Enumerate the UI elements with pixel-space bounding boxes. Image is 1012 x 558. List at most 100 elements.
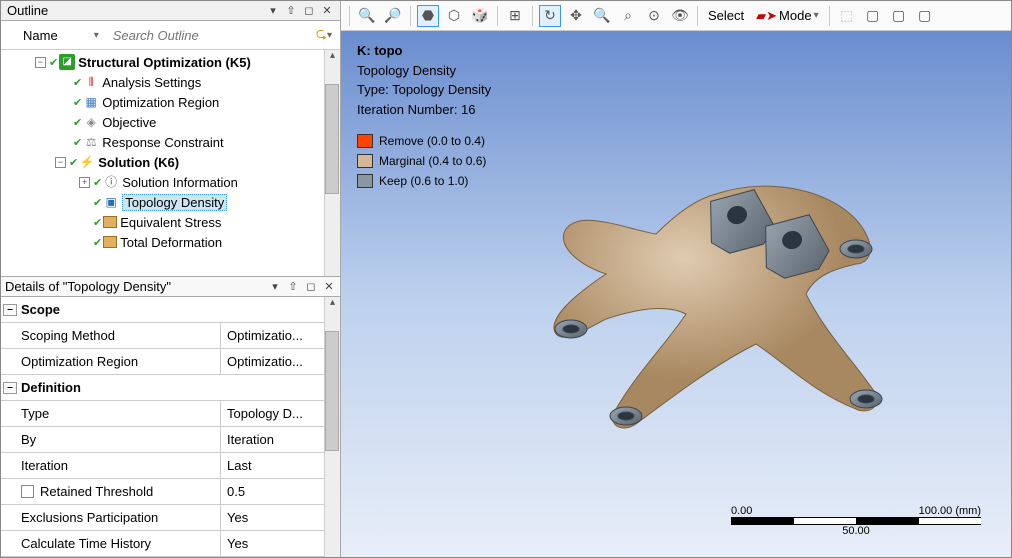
model-render xyxy=(516,134,916,454)
tree-solution[interactable]: − ✔ ⚡ Solution (K6) xyxy=(7,152,340,172)
tree-item[interactable]: ✔Total Deformation xyxy=(7,232,340,252)
tree-item[interactable]: ✔⚖Response Constraint xyxy=(7,132,340,152)
fit-icon[interactable]: ⊙ xyxy=(643,5,665,27)
property-row[interactable]: IterationLast xyxy=(1,453,324,479)
check-icon: ✔ xyxy=(69,156,78,169)
check-icon: ✔ xyxy=(73,96,82,109)
deform-icon xyxy=(103,236,117,248)
pin-icon[interactable]: ⇧ xyxy=(284,4,298,18)
check-icon: ✔ xyxy=(49,56,58,69)
property-row[interactable]: Retained Threshold0.5 xyxy=(1,479,324,505)
pan-icon[interactable]: ✥ xyxy=(565,5,587,27)
view-front-icon[interactable]: ▢ xyxy=(862,5,884,27)
optimization-icon: ◪ xyxy=(59,54,75,70)
dropdown-icon[interactable]: ▾ xyxy=(266,4,280,18)
legend-swatch xyxy=(357,134,373,148)
viewport-toolbar: 🔍 🔎 ⬣ ⬡ 🎲 ⊞ ↻ ✥ 🔍 ⌕ ⊙ 👁 Select ▰➤Mode▾ ⬚… xyxy=(341,1,1011,31)
settings-icon: ⦀ xyxy=(83,74,99,90)
chevron-down-icon: ▾ xyxy=(814,10,819,21)
chevron-down-icon: ▾ xyxy=(94,30,99,41)
collapse-icon[interactable]: − xyxy=(35,57,46,68)
pin-icon[interactable]: ⇧ xyxy=(286,280,300,294)
search-input[interactable] xyxy=(111,26,312,45)
legend-row: Marginal (0.4 to 0.6) xyxy=(357,151,486,171)
tree-item[interactable]: ✔◈Objective xyxy=(7,112,340,132)
tree-item[interactable]: ✔Equivalent Stress xyxy=(7,212,340,232)
property-row[interactable]: Scoping MethodOptimizatio... xyxy=(1,323,324,349)
scroll-thumb[interactable] xyxy=(325,331,339,451)
close-icon[interactable]: ✕ xyxy=(322,280,336,294)
tree-item-selected[interactable]: ✔▣Topology Density xyxy=(7,192,340,212)
scroll-thumb[interactable] xyxy=(325,84,339,194)
cursor-icon: ▰➤ xyxy=(756,8,777,24)
details-title: Details of "Topology Density" xyxy=(5,279,268,294)
zoom-icon[interactable]: 🔍 xyxy=(591,5,613,27)
check-icon: ✔ xyxy=(93,216,102,229)
check-icon: ✔ xyxy=(93,176,102,189)
category-row[interactable]: –Scope xyxy=(1,297,324,323)
separator xyxy=(410,6,411,26)
legend-row: Keep (0.6 to 1.0) xyxy=(357,171,486,191)
look-icon[interactable]: 👁 xyxy=(669,5,691,27)
check-icon: ✔ xyxy=(73,116,82,129)
properties-grid: –Scope Scoping MethodOptimizatio... Opti… xyxy=(1,297,324,557)
result-type: Type: Topology Density xyxy=(357,80,491,100)
dropdown-icon[interactable]: ▾ xyxy=(268,280,282,294)
zoom-out-icon[interactable]: 🔎 xyxy=(382,5,404,27)
collapse-icon[interactable]: – xyxy=(3,304,17,316)
property-row[interactable]: Exclusions ParticipationYes xyxy=(1,505,324,531)
scroll-up-icon[interactable]: ▴ xyxy=(325,297,340,313)
zoom-in-icon[interactable]: 🔍 xyxy=(356,5,378,27)
tree-root[interactable]: − ✔ ◪ Structural Optimization (K5) xyxy=(7,52,340,72)
random-icon[interactable]: 🎲 xyxy=(469,5,491,27)
checkbox[interactable] xyxy=(21,485,34,498)
box-zoom-icon[interactable]: ⌕ xyxy=(617,5,639,27)
scale-bar: 0.00100.00 (mm) 50.00 xyxy=(731,505,981,537)
view-top-icon[interactable]: ▢ xyxy=(914,5,936,27)
view-iso-icon[interactable]: ⬚ xyxy=(836,5,858,27)
explode-icon[interactable]: ⊞ xyxy=(504,5,526,27)
legend: Remove (0.0 to 0.4) Marginal (0.4 to 0.6… xyxy=(357,131,486,191)
name-field[interactable]: Name▾ xyxy=(5,26,111,45)
shade-icon[interactable]: ⬣ xyxy=(417,5,439,27)
separator xyxy=(497,6,498,26)
wireframe-icon[interactable]: ⬡ xyxy=(443,5,465,27)
dock-icon[interactable]: ◻ xyxy=(302,4,316,18)
property-row[interactable]: Calculate Time HistoryYes xyxy=(1,531,324,557)
dock-icon[interactable]: ◻ xyxy=(304,280,318,294)
separator xyxy=(697,6,698,26)
tree-scrollbar[interactable]: ▴ xyxy=(324,50,340,276)
separator xyxy=(829,6,830,26)
solution-icon: ⚡ xyxy=(79,154,95,170)
property-row[interactable]: ByIteration xyxy=(1,427,324,453)
outline-header: Outline ▾ ⇧ ◻ ✕ xyxy=(1,1,340,21)
viewport[interactable]: K: topo Topology Density Type: Topology … xyxy=(341,31,1011,557)
collapse-icon[interactable]: − xyxy=(55,157,66,168)
property-row[interactable]: TypeTopology D... xyxy=(1,401,324,427)
info-icon: ⓘ xyxy=(103,174,119,190)
constraint-icon: ⚖ xyxy=(83,134,99,150)
details-panel: Details of "Topology Density" ▾ ⇧ ◻ ✕ –S… xyxy=(1,276,340,557)
outline-search-row: Name▾ ⮎▾ xyxy=(1,21,340,50)
legend-swatch xyxy=(357,174,373,188)
search-options-icon[interactable]: ⮎▾ xyxy=(312,23,336,47)
collapse-icon[interactable]: – xyxy=(3,382,17,394)
scroll-up-icon[interactable]: ▴ xyxy=(325,50,340,66)
details-scrollbar[interactable]: ▴ xyxy=(324,297,340,557)
close-icon[interactable]: ✕ xyxy=(320,4,334,18)
result-title: K: topo xyxy=(357,41,491,61)
tree-item[interactable]: ✔⦀Analysis Settings xyxy=(7,72,340,92)
check-icon: ✔ xyxy=(73,136,82,149)
select-button[interactable]: Select xyxy=(704,8,748,23)
expand-icon[interactable]: + xyxy=(79,177,90,188)
outline-title: Outline xyxy=(7,3,266,18)
tree-item[interactable]: +✔ⓘSolution Information xyxy=(7,172,340,192)
category-row[interactable]: –Definition xyxy=(1,375,324,401)
outline-tree: − ✔ ◪ Structural Optimization (K5) ✔⦀Ana… xyxy=(1,50,340,276)
tree-item[interactable]: ✔▦Optimization Region xyxy=(7,92,340,112)
rotate-icon[interactable]: ↻ xyxy=(539,5,561,27)
property-row[interactable]: Optimization RegionOptimizatio... xyxy=(1,349,324,375)
check-icon: ✔ xyxy=(93,236,102,249)
view-side-icon[interactable]: ▢ xyxy=(888,5,910,27)
mode-button[interactable]: ▰➤Mode▾ xyxy=(752,8,822,24)
